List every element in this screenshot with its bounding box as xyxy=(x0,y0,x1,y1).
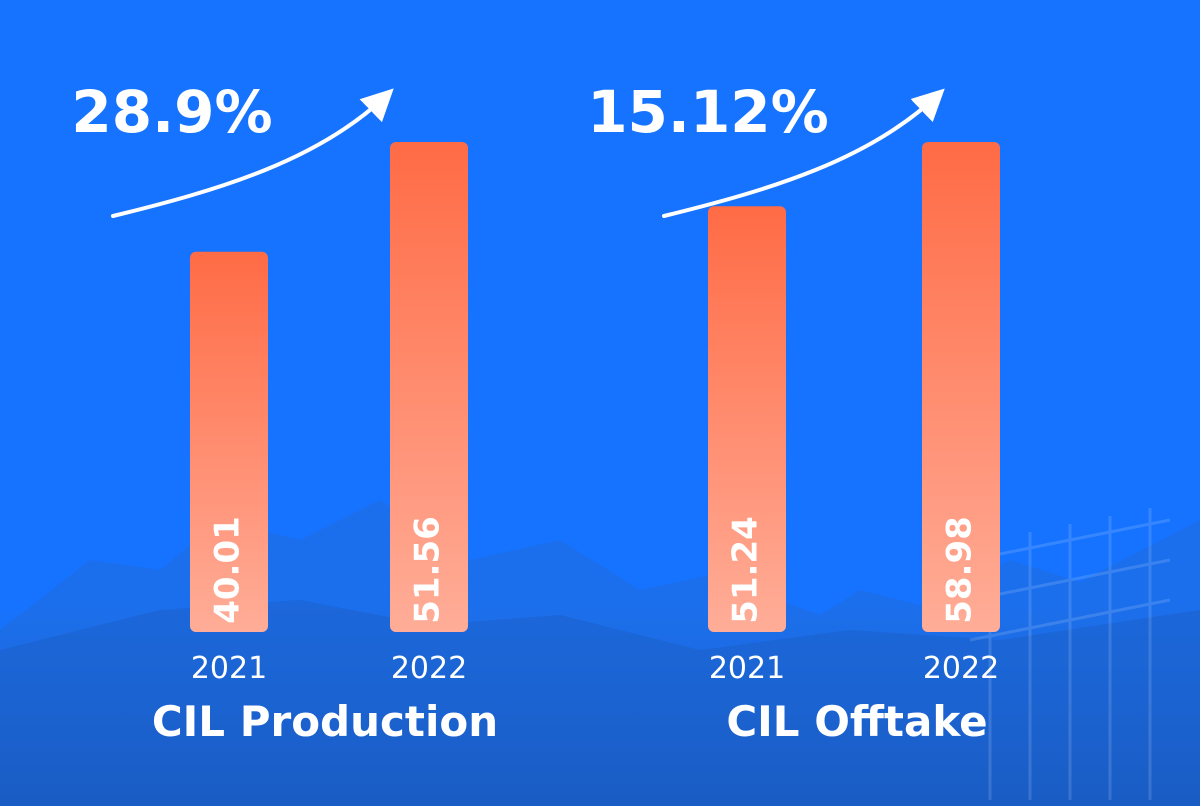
background-foreground-silhouette xyxy=(0,600,1200,806)
bar-2022 xyxy=(390,142,468,632)
growth-arrow xyxy=(662,88,945,218)
background-building-lines xyxy=(969,508,1171,800)
bar-charts: 28.9% 40.01 2021 51.56 2022 CIL Production 15.… xyxy=(71,78,1000,746)
bar-value-label: 51.24 xyxy=(726,516,766,624)
growth-percentage-label: 15.12% xyxy=(587,78,829,146)
growth-arrow xyxy=(111,88,394,218)
category-label: 2021 xyxy=(709,651,785,686)
growth-percentage-label: 28.9% xyxy=(71,78,272,146)
background-building-silhouette xyxy=(0,500,1200,806)
bar-2021 xyxy=(708,206,786,632)
chart-title: CIL Offtake xyxy=(726,697,987,746)
bar-2021 xyxy=(190,251,268,632)
category-label: 2022 xyxy=(923,651,999,686)
category-label: 2021 xyxy=(191,651,267,686)
bar-value-label: 58.98 xyxy=(940,516,980,624)
category-label: 2022 xyxy=(391,651,467,686)
bar-2022 xyxy=(922,142,1000,632)
bar-value-label: 40.01 xyxy=(208,516,248,624)
bar-value-label: 51.56 xyxy=(408,516,448,624)
chart-title: CIL Production xyxy=(152,697,498,746)
chart-offtake: 15.12% 51.24 2021 58.98 2022 CIL Offtake xyxy=(587,78,1000,746)
background-bottom-shade xyxy=(0,610,1200,806)
chart-production: 28.9% 40.01 2021 51.56 2022 CIL Production xyxy=(71,78,498,746)
